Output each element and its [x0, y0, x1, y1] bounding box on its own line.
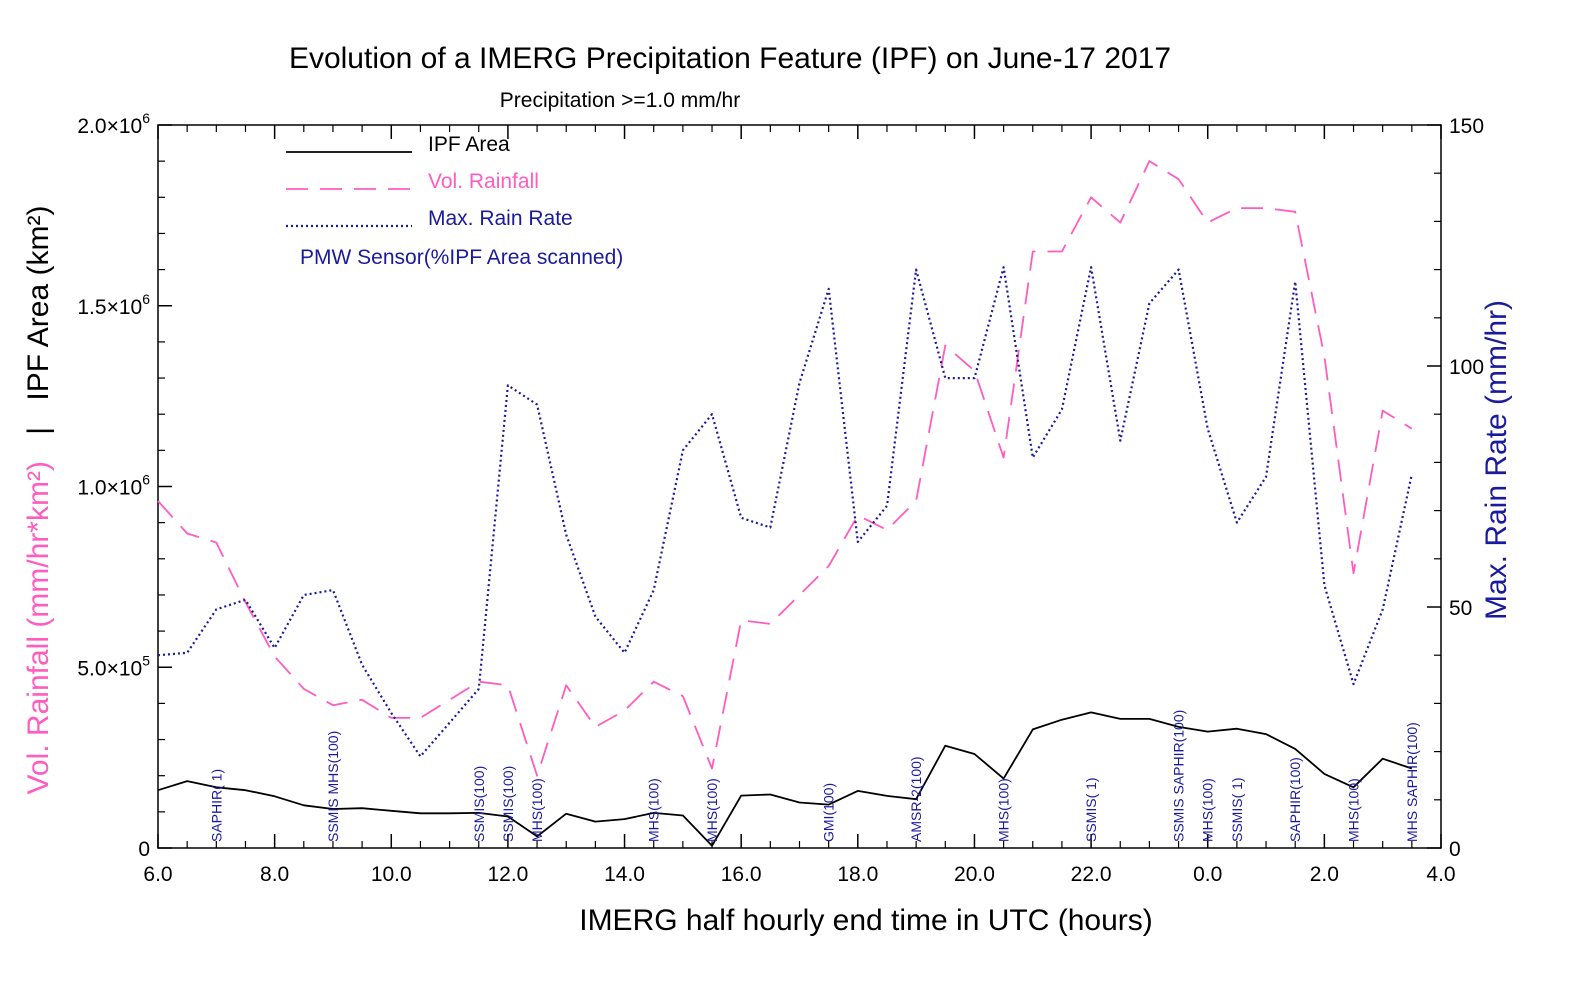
legend-label: Max. Rain Rate: [428, 207, 573, 230]
y-left-tick-exponent: 5: [142, 652, 150, 668]
y-right-tick-label: 100: [1449, 356, 1484, 379]
series-line-vol-rainfall: [157, 160, 1413, 777]
legend-label: PMW Sensor(%IPF Area scanned): [300, 246, 623, 269]
series-line-max-rain-rate: [157, 266, 1413, 758]
chart-subtitle: Precipitation >=1.0 mm/hr: [500, 89, 740, 112]
y-left-tick-exponent: 6: [142, 110, 150, 126]
x-tick-label: 6.0: [143, 863, 172, 886]
y-right-tick-label: 150: [1449, 115, 1484, 138]
sensor-label: SSMIS( 1): [1083, 777, 1099, 842]
sensor-label: MHS(100): [529, 778, 545, 842]
x-tick-label: 20.0: [954, 863, 995, 886]
chart-title: Evolution of a IMERG Precipitation Featu…: [289, 42, 1171, 75]
sensor-label: MHS(100): [646, 778, 662, 842]
y-left-label-separator: |: [22, 427, 55, 435]
series-line-ipf-area: [157, 711, 1413, 847]
y-right-tick-label: 0: [1449, 838, 1461, 861]
sensor-label: SSMIS(100): [500, 766, 516, 842]
sensor-labels: SAPHIR( 1) SSMIS MHS(100) SSMIS(100) SSMIS(…: [208, 710, 1420, 842]
y-left-tick-mantissa: 1.5×10: [77, 296, 142, 319]
plot-border: [157, 124, 1442, 849]
x-tick-label: 14.0: [604, 863, 645, 886]
x-tick-label: 2.0: [1310, 863, 1339, 886]
sensor-label: AMSR-2(100): [908, 756, 924, 842]
y-left-tick-exponent: 6: [142, 291, 150, 307]
y-left-tick-mantissa: 1.0×10: [77, 477, 142, 500]
x-axis-ticks: 6.0 8.0 10.0 12.0 14.0 16.0 18.0 20.0 22.0 0.0 2.0…: [143, 125, 1456, 886]
x-tick-label: 12.0: [487, 863, 528, 886]
y-left-tick-label: 5.0×105: [77, 652, 150, 680]
y-left-label-ipf-area: IPF Area (km²): [22, 206, 55, 401]
sensor-label: MHS(100): [1200, 778, 1216, 842]
legend-label: Vol. Rainfall: [428, 170, 539, 193]
sensor-label: MHS SAPHIR(100): [1404, 722, 1420, 842]
x-tick-label: 10.0: [371, 863, 412, 886]
y-left-tick-label: 1.0×106: [77, 472, 150, 500]
plot-frame: [157, 124, 1442, 849]
sensor-label: SSMIS(100): [471, 766, 487, 842]
y-left-tick-label: 1.5×106: [77, 291, 150, 319]
sensor-label: MHS(100): [996, 778, 1012, 842]
y-left-tick-mantissa: 2.0×10: [77, 115, 142, 138]
y-left-tick-mantissa: 5.0×10: [77, 657, 142, 680]
y-left-tick-label: 2.0×106: [77, 110, 150, 138]
sensor-label: GMI(100): [821, 783, 837, 842]
x-tick-label: 22.0: [1071, 863, 1112, 886]
sensor-label: SAPHIR( 1): [208, 769, 224, 842]
legend: IPF Area Vol. Rainfall Max. Rain Rate PMW S…: [286, 133, 623, 269]
x-tick-label: 18.0: [837, 863, 878, 886]
sensor-label: MHS(100): [704, 778, 720, 842]
sensor-label: SAPHIR(100): [1287, 757, 1303, 842]
y-right-axis-label: Max. Rain Rate (mm/hr): [1480, 300, 1513, 620]
y-right-tick-label: 50: [1449, 597, 1472, 620]
y-left-label-vol-rainfall: Vol. Rainfall (mm/hr*km²): [22, 461, 55, 794]
y-left-tick-exponent: 6: [142, 472, 150, 488]
sensor-label: MHS(100): [1346, 778, 1362, 842]
series-layer: [157, 160, 1413, 847]
x-tick-label: 16.0: [721, 863, 762, 886]
x-axis-label: IMERG half hourly end time in UTC (hours…: [579, 904, 1153, 937]
y-left-axis-label: Vol. Rainfall (mm/hr*km²) | IPF Area (km…: [22, 206, 55, 795]
y-left-tick-mantissa: 0: [138, 838, 150, 861]
x-tick-label: 0.0: [1193, 863, 1222, 886]
x-tick-label: 4.0: [1426, 863, 1455, 886]
sensor-label: SSMIS SAPHIR(100): [1171, 710, 1187, 842]
x-tick-label: 8.0: [260, 863, 289, 886]
sensor-label: SSMIS MHS(100): [325, 731, 341, 842]
sensor-label: SSMIS( 1): [1229, 777, 1245, 842]
y-right-axis-ticks: 0 50 100 150: [1427, 115, 1484, 861]
y-left-tick-label: 0: [138, 838, 150, 861]
legend-label: IPF Area: [428, 133, 510, 156]
